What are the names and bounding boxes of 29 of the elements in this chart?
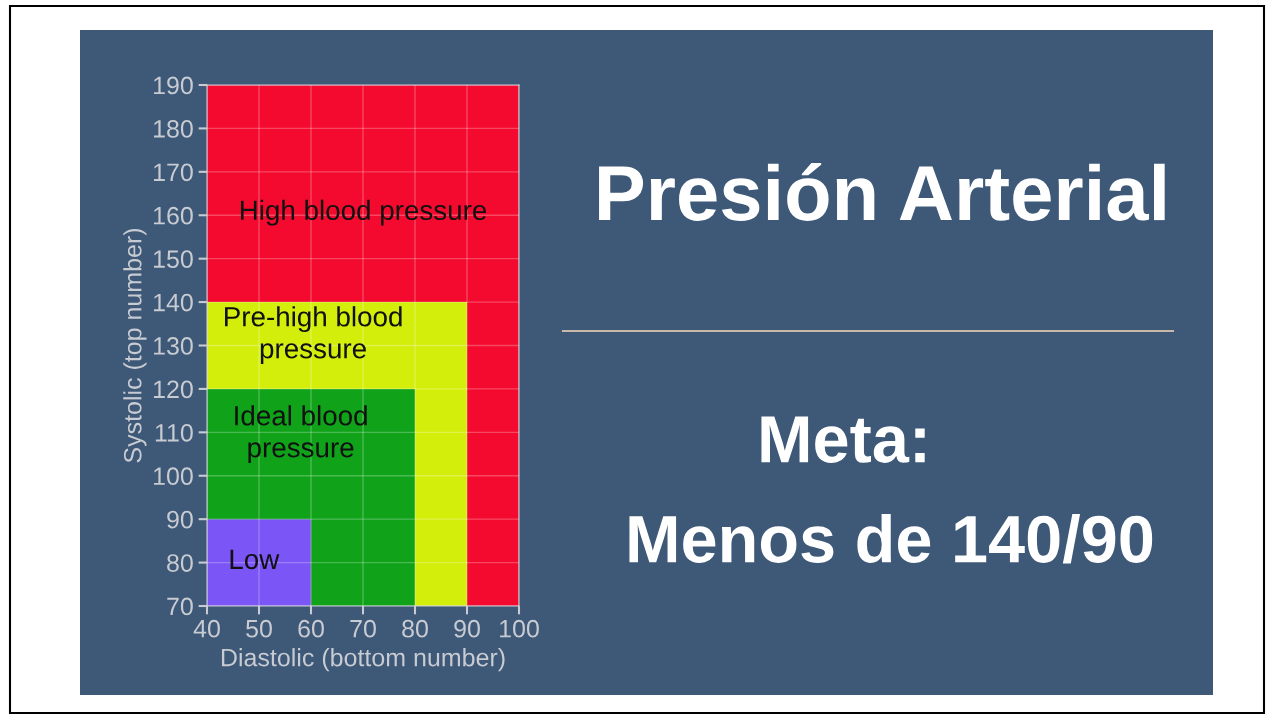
x-axis-title: Diastolic (bottom number) (221, 648, 505, 672)
y-tick-label: 190 (154, 76, 193, 95)
annotation: Low (230, 549, 280, 570)
y-tick-label: 80 (167, 554, 193, 572)
x-tick-label: 80 (402, 619, 428, 638)
x-tick-label: 40 (193, 619, 220, 638)
y-tick-label: 150 (154, 250, 193, 268)
x-tick-label: 90 (454, 619, 480, 638)
y-tick-label: 140 (154, 293, 193, 312)
annotation: Ideal blood pressure (235, 405, 367, 463)
y-tick-label: 90 (167, 510, 193, 529)
y-tick-label: 110 (155, 423, 193, 442)
y-tick-label: 130 (154, 337, 193, 355)
y-tick-label: 100 (154, 467, 193, 486)
y-tick-label: 160 (154, 206, 193, 225)
x-tick-label: 100 (500, 619, 539, 638)
x-tick-label: 60 (298, 619, 324, 638)
x-tick-label: 70 (350, 619, 376, 638)
y-axis-title: Systolic (top number) (123, 228, 147, 463)
text: Menos de 140/90 (629, 513, 1153, 564)
y-tick-label: 120 (154, 380, 193, 399)
y-tick-label: 180 (154, 120, 193, 138)
text: Meta: (761, 416, 925, 463)
y-tick-label: 170 (154, 163, 193, 182)
band-label: High blood pressure (240, 199, 487, 226)
x-tick-label: 50 (246, 619, 272, 638)
text: Presión Arterial (599, 163, 1165, 221)
y-tick-label: 70 (167, 597, 193, 616)
annotation: Pre-high blood pressure (225, 306, 402, 364)
